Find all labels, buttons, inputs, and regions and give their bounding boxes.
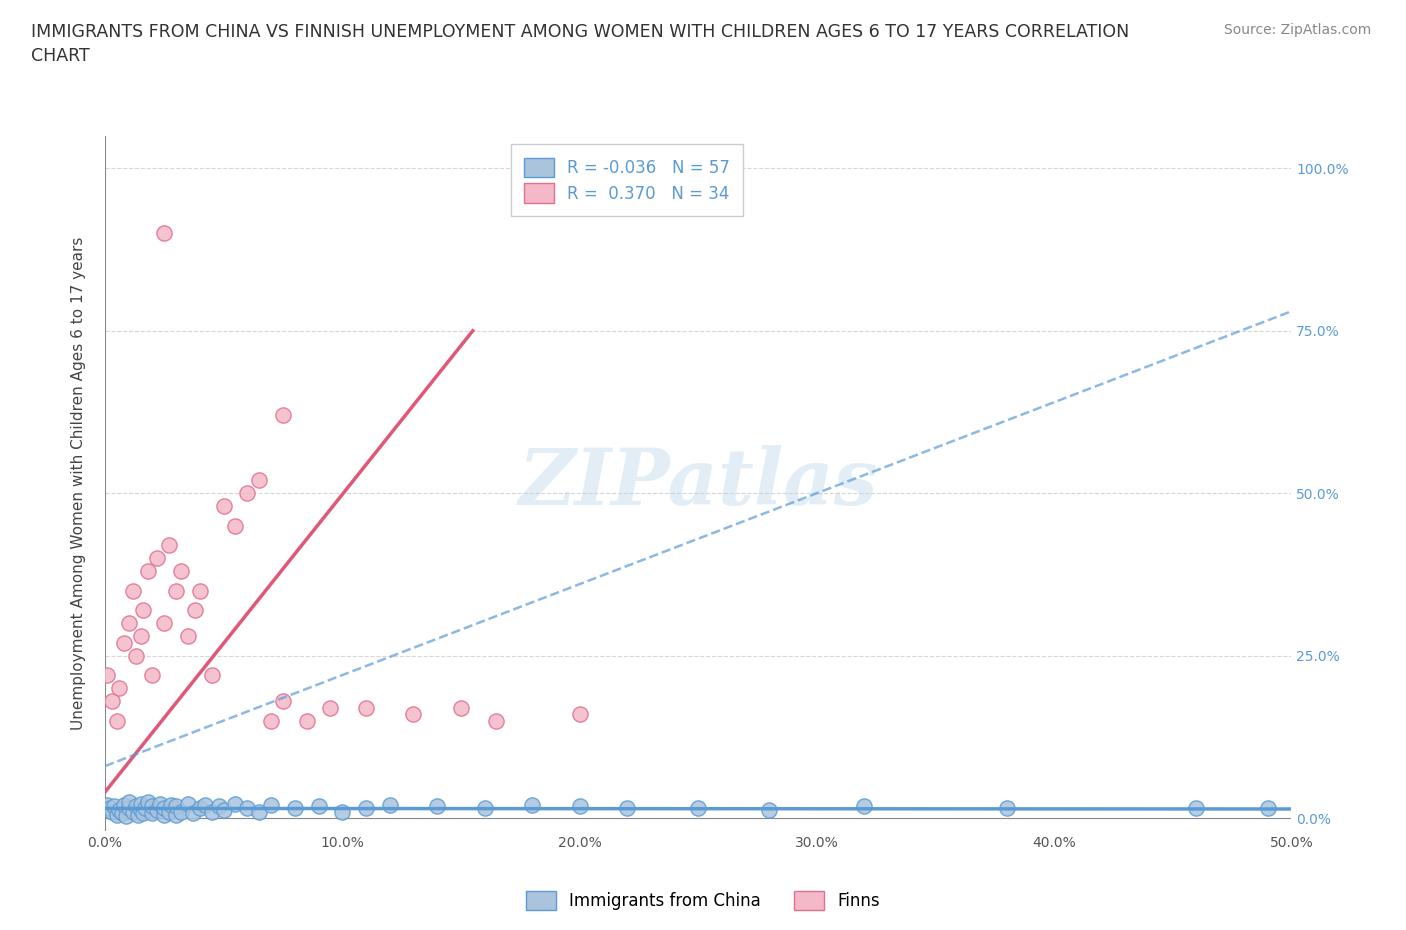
Point: [271, 694, 294, 709]
Point: [98, 801, 121, 816]
Point: [101, 694, 124, 709]
Point: [568, 799, 591, 814]
Point: [160, 798, 183, 813]
Point: [122, 804, 145, 819]
Point: [568, 707, 591, 722]
Point: [118, 801, 141, 816]
Point: [853, 799, 876, 814]
Point: [1257, 801, 1279, 816]
Point: [181, 805, 204, 820]
Point: [141, 805, 163, 820]
Point: [101, 804, 124, 819]
Legend: Immigrants from China, Finns: Immigrants from China, Finns: [519, 884, 887, 917]
Point: [108, 681, 131, 696]
Point: [426, 799, 449, 814]
Point: [115, 809, 138, 824]
Point: [688, 801, 710, 816]
Point: [105, 713, 128, 728]
Point: [112, 635, 135, 650]
Point: [450, 700, 472, 715]
Point: [616, 801, 638, 816]
Point: [141, 799, 163, 814]
Point: [165, 799, 187, 814]
Point: [319, 700, 342, 715]
Point: [354, 700, 377, 715]
Point: [520, 798, 543, 813]
Point: [208, 799, 231, 814]
Point: [995, 801, 1018, 816]
Text: Source: ZipAtlas.com: Source: ZipAtlas.com: [1223, 23, 1371, 37]
Point: [136, 794, 159, 809]
Point: [170, 804, 193, 819]
Point: [125, 648, 148, 663]
Point: [170, 564, 193, 578]
Text: IMMIGRANTS FROM CHINA VS FINNISH UNEMPLOYMENT AMONG WOMEN WITH CHILDREN AGES 6 T: IMMIGRANTS FROM CHINA VS FINNISH UNEMPLO…: [31, 23, 1129, 65]
Point: [146, 803, 169, 817]
Point: [184, 603, 207, 618]
Y-axis label: Unemployment Among Women with Children Ages 6 to 17 years: Unemployment Among Women with Children A…: [72, 237, 86, 730]
Point: [129, 796, 152, 811]
Point: [260, 798, 283, 813]
Point: [125, 799, 148, 814]
Text: ZIPatlas: ZIPatlas: [519, 445, 877, 522]
Point: [330, 804, 353, 819]
Point: [474, 801, 496, 816]
Point: [247, 804, 270, 819]
Point: [247, 472, 270, 487]
Point: [485, 713, 508, 728]
Point: [177, 796, 200, 811]
Point: [378, 798, 401, 813]
Point: [153, 616, 176, 631]
Point: [1185, 801, 1208, 816]
Point: [132, 805, 155, 820]
Point: [153, 226, 176, 241]
Point: [188, 801, 211, 816]
Point: [188, 583, 211, 598]
Point: [96, 668, 118, 683]
Point: [103, 799, 125, 814]
Point: [201, 804, 224, 819]
Point: [194, 798, 217, 813]
Point: [177, 629, 200, 644]
Point: [758, 803, 780, 817]
Point: [260, 713, 283, 728]
Point: [284, 801, 307, 816]
Point: [153, 807, 176, 822]
Point: [129, 629, 152, 644]
Point: [212, 803, 235, 817]
Point: [201, 668, 224, 683]
Point: [129, 803, 152, 817]
Point: [271, 408, 294, 423]
Point: [224, 796, 246, 811]
Point: [141, 668, 163, 683]
Point: [105, 807, 128, 822]
Point: [402, 707, 425, 722]
Point: [110, 805, 132, 820]
Point: [118, 616, 141, 631]
Point: [132, 603, 155, 618]
Point: [122, 583, 145, 598]
Point: [165, 807, 187, 822]
Point: [108, 803, 131, 817]
Point: [134, 801, 156, 816]
Point: [212, 498, 235, 513]
Point: [236, 485, 259, 500]
Point: [308, 799, 330, 814]
Point: [118, 794, 141, 809]
Point: [157, 538, 180, 552]
Point: [148, 796, 170, 811]
Point: [354, 801, 377, 816]
Point: [224, 518, 246, 533]
Point: [146, 551, 169, 565]
Point: [96, 798, 118, 813]
Point: [127, 807, 149, 822]
Point: [157, 804, 180, 819]
Point: [153, 801, 176, 816]
Point: [112, 798, 135, 813]
Point: [236, 801, 259, 816]
Point: [165, 583, 187, 598]
Point: [295, 713, 318, 728]
Point: [136, 564, 159, 578]
Legend: R = -0.036   N = 57, R =  0.370   N = 34: R = -0.036 N = 57, R = 0.370 N = 34: [510, 144, 744, 216]
